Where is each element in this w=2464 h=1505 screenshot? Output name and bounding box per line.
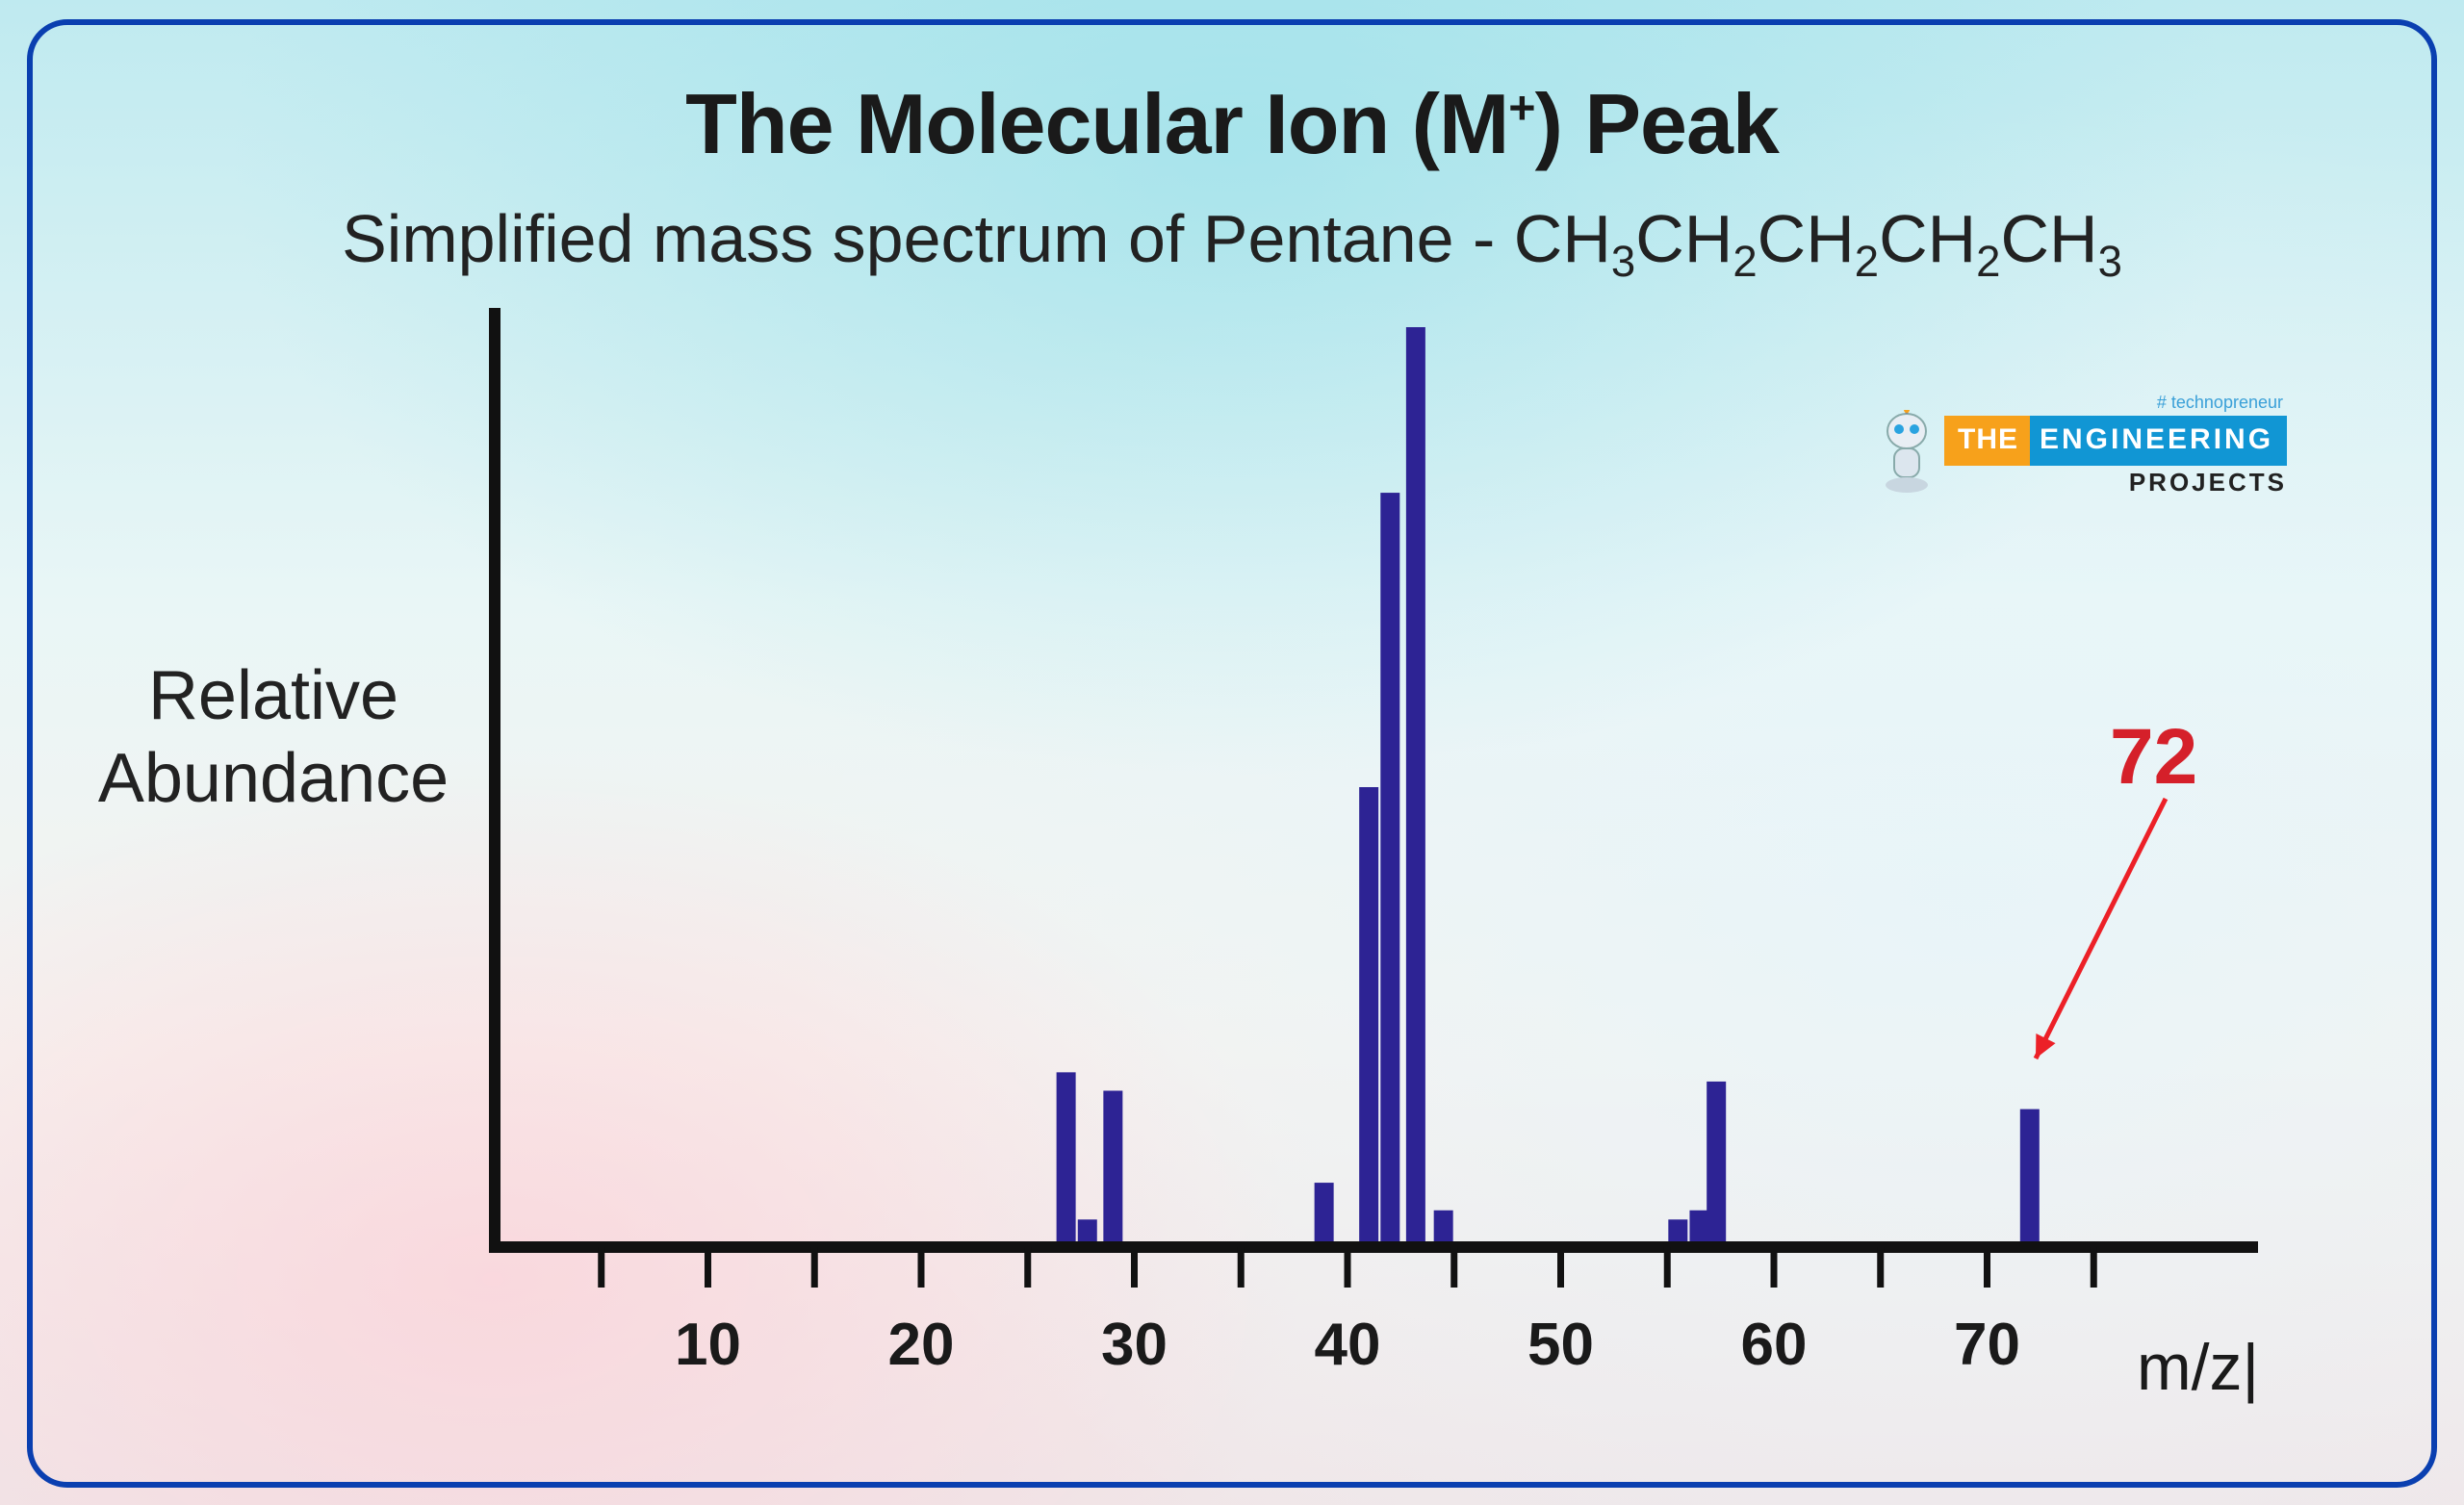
spectrum-bar — [1359, 787, 1378, 1247]
spectrum-bar — [1406, 327, 1425, 1247]
x-tick-label: 70 — [1954, 1311, 2020, 1379]
logo-eng: ENGINEERING — [2030, 416, 2287, 466]
spectrum-bar — [1103, 1090, 1122, 1247]
x-tick-label: 10 — [675, 1311, 741, 1379]
canvas: The Molecular Ion (M+) Peak Simplified m… — [0, 0, 2464, 1505]
spectrum-bar — [1707, 1082, 1726, 1247]
molecular-ion-annotation: 72 — [2110, 712, 2197, 803]
x-tick-label: 50 — [1527, 1311, 1594, 1379]
spectrum-bar — [1057, 1072, 1076, 1247]
spectrum-bar — [1380, 493, 1399, 1247]
x-axis-label: m/z| — [2137, 1330, 2259, 1405]
x-tick-label: 30 — [1101, 1311, 1168, 1379]
logo-main: THE ENGINEERING — [1944, 416, 2291, 466]
spectrum-bar — [1315, 1183, 1334, 1247]
x-tick-label: 60 — [1741, 1311, 1808, 1379]
logo-tagline: # technopreneur — [2157, 393, 2283, 413]
spectrum-bar — [2020, 1110, 2040, 1247]
x-tick-label: 40 — [1315, 1311, 1381, 1379]
x-tick-label: 20 — [888, 1311, 955, 1379]
robot-icon — [1877, 410, 1937, 497]
logo-projects: PROJECTS — [2129, 468, 2287, 497]
mass-spectrum-chart — [0, 0, 2464, 1505]
logo-the: THE — [1944, 416, 2030, 466]
watermark-logo: # technopreneur THE ENGINEERING PROJECTS — [1877, 393, 2291, 508]
